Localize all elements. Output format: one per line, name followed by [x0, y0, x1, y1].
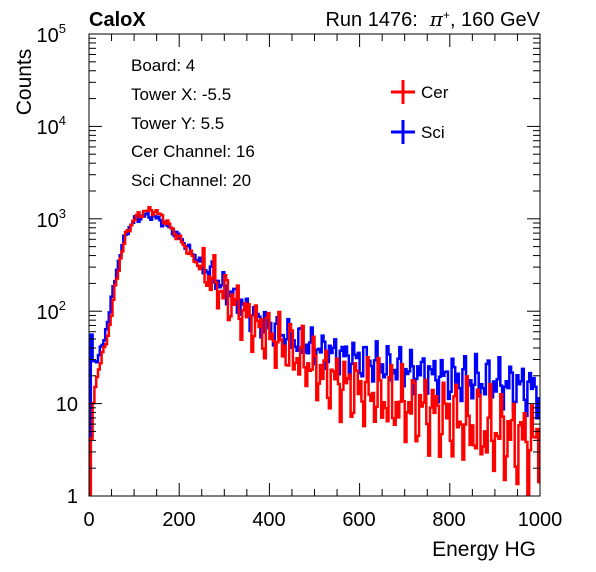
run-prefix: Run 1476: — [325, 9, 417, 31]
y-axis-title: Counts — [13, 49, 36, 116]
legend-marker-sci — [391, 120, 415, 144]
series-cer — [89, 205, 540, 496]
axis-ticks — [88, 33, 541, 497]
x-tick-label-400: 400 — [252, 509, 285, 531]
legend: Cer Sci — [391, 80, 449, 144]
legend-label-cer: Cer — [421, 83, 449, 102]
info-box: Board: 4 Tower X: -5.5 Tower Y: 5.5 Cer … — [131, 56, 255, 190]
x-tick-label-1000: 1000 — [518, 509, 563, 531]
y-tick-label-10: 10 — [56, 394, 78, 416]
y-tick-label-100000: 105 — [37, 21, 66, 47]
x-tick-label-800: 800 — [432, 509, 465, 531]
info-board: Board: 4 — [131, 56, 195, 75]
x-tick-label-0: 0 — [83, 509, 94, 531]
x-tick-label-600: 600 — [342, 509, 375, 531]
info-tower-y: Tower Y: 5.5 — [131, 114, 224, 133]
experiment-label: CaloX — [89, 9, 146, 31]
y-tick-label-1: 1 — [67, 486, 78, 508]
legend-label-sci: Sci — [421, 123, 445, 142]
info-tower-x: Tower X: -5.5 — [131, 85, 231, 104]
info-cer-channel: Cer Channel: 16 — [131, 142, 255, 161]
y-tick-label-10000: 104 — [37, 113, 66, 139]
particle-charge: + — [443, 8, 450, 22]
run-label: Run 1476: π+, 160 GeV — [325, 7, 540, 31]
series-cer-line — [89, 205, 540, 496]
x-tick-label-200: 200 — [162, 509, 195, 531]
legend-marker-cer — [391, 80, 415, 104]
y-tick-label-100: 102 — [37, 298, 66, 324]
x-axis-title: Energy HG — [432, 538, 536, 561]
series-layer — [89, 205, 540, 496]
y-tick-label-1000: 103 — [37, 206, 66, 232]
beam-energy: , 160 GeV — [450, 9, 541, 31]
info-sci-channel: Sci Channel: 20 — [131, 171, 251, 190]
particle-symbol: π — [429, 7, 444, 31]
